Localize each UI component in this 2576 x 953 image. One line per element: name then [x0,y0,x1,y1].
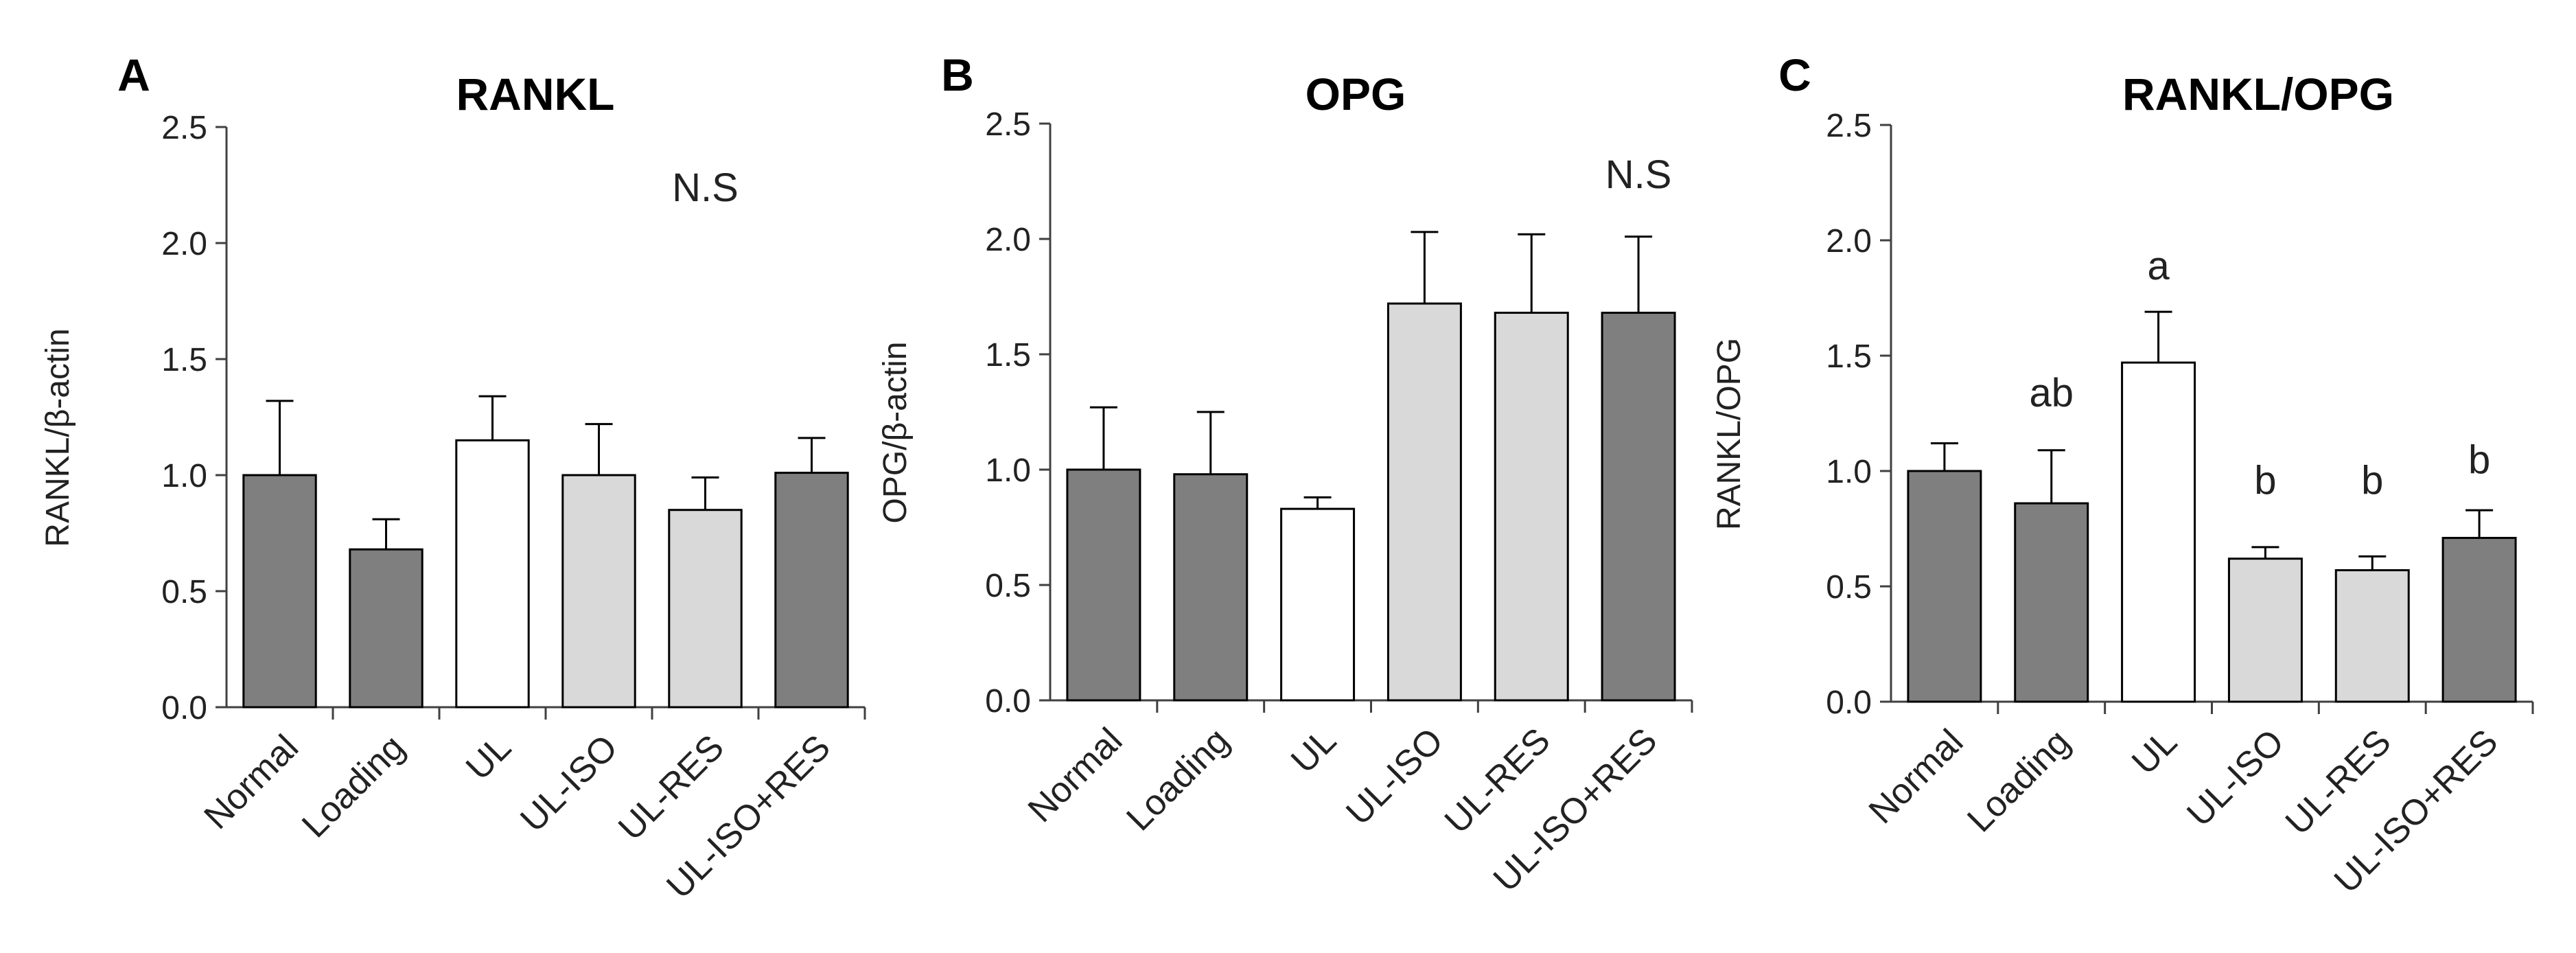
bar-loading [2014,502,2089,703]
bar-ul-iso-res [774,472,849,709]
significance-annotation: N.S [1605,152,1672,197]
bar-ul-iso [2227,558,2303,703]
x-category-label: UL-ISO [1338,720,1451,833]
significance-annotation: b [2361,459,2383,503]
bar-ul [1280,507,1356,702]
y-tick-label: 2.0 [161,226,207,262]
chart-title: RANKL/OPG [2122,69,2394,119]
y-tick-label: 1.0 [1826,454,1872,490]
bar-ul-res [1494,312,1569,702]
y-tick-label: 1.5 [161,342,207,378]
significance-annotation: N.S [672,165,739,210]
bar-ul [2121,361,2196,703]
panel-letter: A [117,49,150,100]
x-category-label: UL-ISO [2179,722,2292,834]
bar-loading [349,548,423,709]
y-axis-label: OPG/β-actin [877,341,914,523]
significance-annotation: a [2147,244,2170,288]
x-category-label: Normal [1021,720,1130,830]
bar-ul-iso-res [1601,312,1676,702]
significance-annotation: b [2468,437,2490,482]
y-tick-label: 0.0 [1826,685,1872,721]
bar-normal [242,474,317,709]
panel-letter: C [1778,49,1811,100]
bar-ul-iso [1386,302,1462,702]
y-tick-label: 1.5 [985,337,1031,374]
x-category-label: Normal [1861,722,1971,831]
bar-loading [1173,473,1249,702]
y-tick-label: 0.5 [161,574,207,610]
y-tick-label: 1.0 [161,458,207,494]
y-axis-label: RANKL/OPG [1711,338,1748,530]
y-tick-label: 0.5 [1826,569,1872,606]
y-tick-label: 2.5 [985,106,1031,143]
y-tick-label: 1.0 [985,452,1031,489]
significance-annotation: b [2254,459,2276,503]
bar-normal [1066,468,1141,702]
bar-normal [1907,470,1982,703]
y-tick-label: 2.0 [1826,223,1872,260]
x-category-label: Loading [1119,720,1237,838]
y-axis-label: RANKL/β-actin [40,328,76,547]
y-tick-label: 0.5 [985,568,1031,604]
chart-title: OPG [1306,69,1406,119]
y-tick-label: 2.0 [985,222,1031,258]
x-category-label: UL [459,727,519,788]
chart-title: RANKL [456,69,615,119]
y-tick-label: 0.0 [161,690,207,726]
x-category-label: UL [1284,720,1344,781]
y-tick-label: 0.0 [985,683,1031,720]
x-category-label: Loading [294,727,413,845]
bar-ul-res [2334,569,2410,703]
bar-ul-iso [561,474,636,709]
significance-annotation: ab [2029,371,2074,415]
bar-ul-iso-res [2441,536,2517,703]
y-tick-label: 2.5 [1826,108,1872,144]
y-tick-label: 2.5 [161,110,207,146]
x-category-label: UL-ISO [513,727,625,840]
x-category-label: Normal [196,727,306,837]
bar-ul [455,439,530,709]
x-category-label: Loading [1960,722,2078,840]
panel-letter: B [941,49,974,100]
x-category-label: UL [2124,722,2185,782]
bar-ul-res [668,509,743,709]
y-tick-label: 1.5 [1826,338,1872,375]
